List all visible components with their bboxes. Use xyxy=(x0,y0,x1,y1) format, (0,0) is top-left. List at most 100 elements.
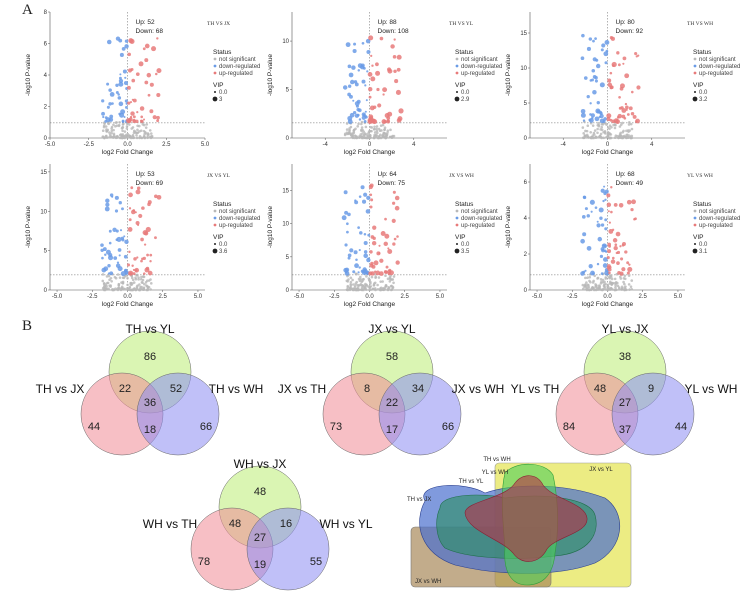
point-down-regulated xyxy=(354,263,359,269)
point-not-significant xyxy=(135,133,138,137)
point-up-regulated xyxy=(606,117,611,122)
point-up-regulated xyxy=(620,106,624,110)
point-not-significant xyxy=(115,121,118,124)
point-not-significant xyxy=(370,129,373,133)
point-down-regulated xyxy=(359,231,363,235)
y-tick-label: 2 xyxy=(524,252,528,258)
point-not-significant xyxy=(129,281,132,285)
point-not-significant xyxy=(392,134,396,138)
venn-count-right: 66 xyxy=(442,421,454,433)
legend-status-item: up-regulated xyxy=(461,223,495,229)
point-down-regulated xyxy=(108,229,112,233)
point-up-regulated xyxy=(615,119,620,125)
point-down-regulated xyxy=(592,39,595,43)
point-down-regulated xyxy=(347,253,352,258)
point-down-regulated xyxy=(101,99,105,103)
y-tick-label: 10 xyxy=(520,66,527,72)
point-up-regulated xyxy=(376,87,380,92)
point-not-significant xyxy=(597,288,600,291)
legend-vip-title: VIP xyxy=(213,82,223,89)
point-down-regulated xyxy=(361,41,365,45)
legend-status-marker xyxy=(213,223,217,227)
point-not-significant xyxy=(126,283,129,287)
point-down-regulated xyxy=(104,116,108,120)
point-up-regulated xyxy=(370,198,374,202)
point-not-significant xyxy=(599,132,603,136)
point-up-regulated xyxy=(384,217,387,221)
point-not-significant xyxy=(608,282,612,285)
comparison-title: TH VS WH xyxy=(687,21,713,27)
point-up-regulated xyxy=(390,44,395,49)
point-down-regulated xyxy=(107,272,111,275)
venn-count-center: 22 xyxy=(386,397,398,409)
legend-status-item: down-regulated xyxy=(699,64,740,70)
point-not-significant xyxy=(360,136,364,140)
point-up-regulated xyxy=(144,58,149,63)
point-down-regulated xyxy=(603,117,607,121)
y-axis-label: -log10 P-value xyxy=(505,206,512,248)
point-not-significant xyxy=(379,280,382,283)
point-down-regulated xyxy=(124,99,128,103)
point-not-significant xyxy=(614,284,617,287)
point-not-significant xyxy=(112,123,115,127)
point-not-significant xyxy=(587,284,590,287)
point-not-significant xyxy=(112,135,116,139)
y-tick-label: 4 xyxy=(524,216,528,222)
point-down-regulated xyxy=(122,69,127,74)
point-down-regulated xyxy=(589,102,592,105)
point-not-significant xyxy=(135,136,139,140)
point-down-regulated xyxy=(592,75,597,79)
point-not-significant xyxy=(139,129,143,132)
point-not-significant xyxy=(608,124,612,127)
point-up-regulated xyxy=(134,211,137,214)
legend-status-item: up-regulated xyxy=(219,223,253,229)
point-up-regulated xyxy=(610,36,615,41)
point-not-significant xyxy=(627,123,631,126)
point-down-regulated xyxy=(594,206,598,209)
point-up-regulated xyxy=(129,115,133,119)
point-not-significant xyxy=(122,122,125,125)
point-not-significant xyxy=(386,287,390,291)
point-not-significant xyxy=(623,134,626,138)
point-up-regulated xyxy=(156,115,160,120)
venn-label-top: JX vs YL xyxy=(368,322,415,336)
point-down-regulated xyxy=(358,248,361,252)
point-not-significant xyxy=(150,135,153,138)
point-up-regulated xyxy=(608,271,611,275)
point-down-regulated xyxy=(349,248,354,253)
legend-status-item: not significant xyxy=(699,57,736,63)
point-not-significant xyxy=(352,288,355,292)
point-not-significant xyxy=(608,274,612,277)
point-not-significant xyxy=(135,285,139,288)
flower-set-label: TH vs YL xyxy=(459,479,484,485)
venn-count-right: 55 xyxy=(310,556,322,568)
point-up-regulated xyxy=(370,235,375,239)
point-up-regulated xyxy=(617,63,621,67)
point-not-significant xyxy=(149,278,152,281)
point-not-significant xyxy=(598,284,601,288)
x-tick-label: 0 xyxy=(368,142,372,148)
legend-vip-min: 0.0 xyxy=(219,242,228,248)
venn-count-left: 78 xyxy=(198,556,210,568)
point-up-regulated xyxy=(154,236,157,240)
point-not-significant xyxy=(369,288,373,291)
point-not-significant xyxy=(376,131,379,135)
point-up-regulated xyxy=(132,209,136,212)
point-up-regulated xyxy=(147,270,153,276)
point-up-regulated xyxy=(613,203,618,207)
point-not-significant xyxy=(134,277,138,281)
point-down-regulated xyxy=(604,218,608,222)
y-tick-label: 15 xyxy=(282,189,289,195)
point-up-regulated xyxy=(620,257,624,261)
point-not-significant xyxy=(125,125,129,128)
x-tick-label: 0.0 xyxy=(365,294,374,300)
point-not-significant xyxy=(125,127,129,130)
legend-vip-title: VIP xyxy=(455,234,465,241)
point-up-regulated xyxy=(636,85,641,90)
point-not-significant xyxy=(365,275,368,278)
point-down-regulated xyxy=(115,83,119,87)
point-not-significant xyxy=(131,278,135,282)
point-down-regulated xyxy=(588,37,593,41)
point-up-regulated xyxy=(384,270,389,275)
point-not-significant xyxy=(384,136,388,140)
